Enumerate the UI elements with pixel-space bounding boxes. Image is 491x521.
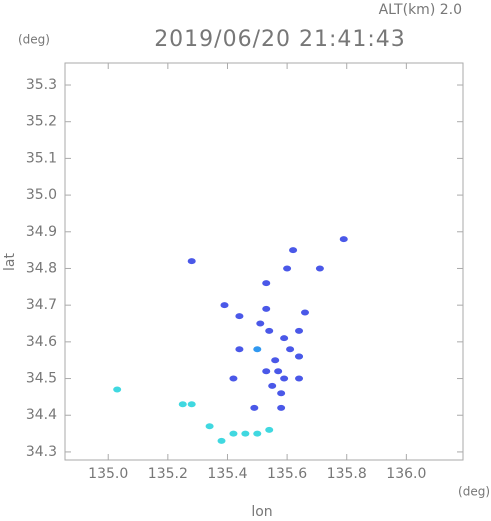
y-tick-label: 34.6 (26, 334, 57, 350)
echo (235, 346, 244, 353)
echo (280, 335, 289, 342)
y-tick-label: 34.9 (26, 224, 57, 240)
echo (286, 346, 295, 353)
echo (229, 430, 238, 437)
echo (277, 404, 286, 411)
echo (315, 265, 324, 272)
echo (229, 375, 238, 382)
y-unit: (deg) (18, 33, 50, 47)
x-tick-label: 135.4 (207, 466, 247, 482)
echo (277, 390, 286, 397)
echo (220, 302, 229, 309)
y-tick-label: 34.8 (26, 260, 57, 276)
echo (205, 423, 214, 430)
echo (283, 265, 292, 272)
echo (235, 313, 244, 320)
echo (265, 426, 274, 433)
y-tick-label: 35.0 (26, 187, 57, 203)
echo (295, 375, 304, 382)
echo (113, 386, 122, 393)
echo (187, 258, 196, 265)
x-tick-label: 135.8 (327, 466, 367, 482)
echo (289, 247, 298, 254)
echo (274, 368, 283, 375)
x-tick-label: 135.2 (148, 466, 188, 482)
echo (256, 320, 265, 327)
echo (300, 309, 309, 316)
y-tick-label: 34.7 (26, 297, 57, 313)
echo (295, 327, 304, 334)
y-tick-label: 34.5 (26, 371, 57, 387)
echo (250, 404, 259, 411)
echo (339, 236, 348, 243)
echo (280, 375, 289, 382)
y-axis-label: lat (2, 253, 18, 271)
chart-title: 2019/06/20 21:41:43 (154, 27, 406, 52)
y-tick-label: 34.3 (26, 444, 57, 460)
echo (178, 401, 187, 408)
echo (217, 437, 226, 444)
echo (241, 430, 250, 437)
echo (262, 280, 271, 287)
x-unit: (deg) (458, 485, 490, 499)
echo (271, 357, 280, 364)
echo (265, 327, 274, 334)
plot-frame (64, 62, 464, 461)
echo (262, 368, 271, 375)
echo (187, 401, 196, 408)
echo (295, 353, 304, 360)
echo (253, 430, 262, 437)
echo (268, 382, 277, 389)
y-tick-label: 35.2 (26, 114, 57, 130)
x-tick-label: 135.0 (88, 466, 128, 482)
echo (262, 305, 271, 312)
x-tick-label: 135.6 (267, 466, 307, 482)
x-axis-label: lon (251, 504, 272, 520)
y-tick-label: 35.1 (26, 150, 57, 166)
y-tick-label: 35.3 (26, 77, 57, 93)
echo (253, 346, 262, 353)
y-tick-label: 34.4 (26, 407, 57, 423)
x-tick-label: 136.0 (386, 466, 426, 482)
header: ALT(km) 2.0 (379, 2, 462, 18)
